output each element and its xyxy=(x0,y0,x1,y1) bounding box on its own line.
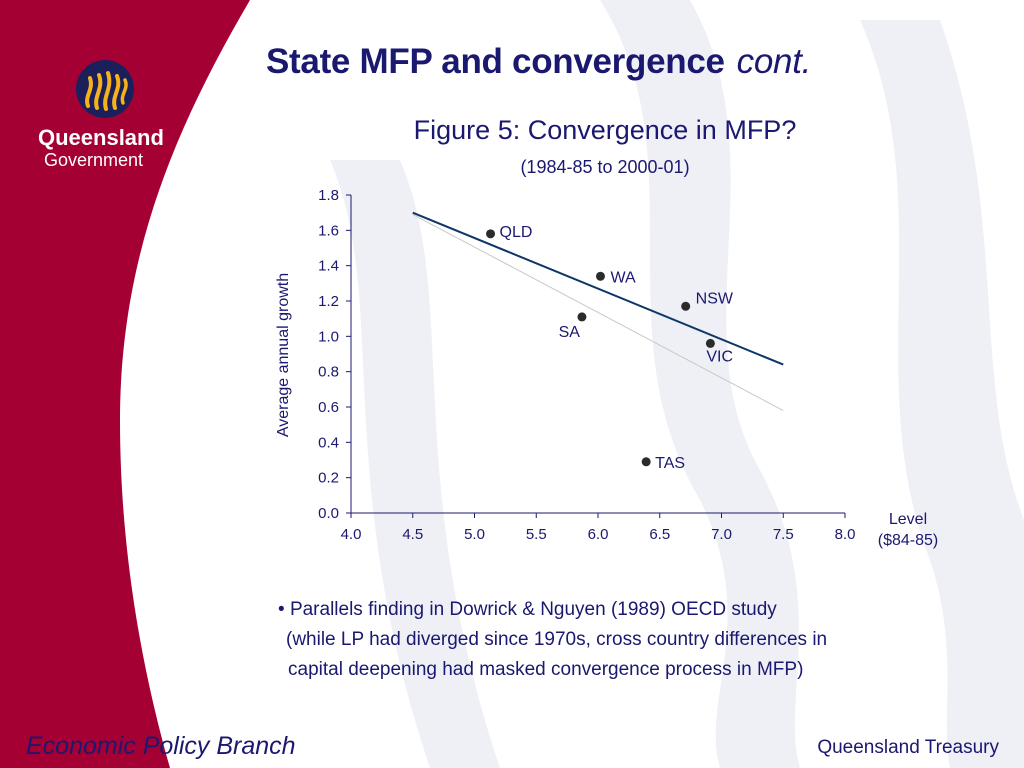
x-tick-label: 5.5 xyxy=(526,526,547,543)
watermark-swirl xyxy=(330,0,1024,768)
y-tick-label: 1.4 xyxy=(318,258,339,275)
x-tick-label: 8.0 xyxy=(835,526,856,543)
trend-line xyxy=(412,211,784,366)
x-axis-label-line-1: Level xyxy=(888,511,928,528)
page-title: State MFP and convergence cont. xyxy=(266,42,811,82)
data-point-label: NSW xyxy=(696,290,734,307)
data-point xyxy=(681,301,691,311)
y-tick-label: 1.8 xyxy=(318,187,339,204)
data-point-label: VIC xyxy=(706,348,733,365)
data-point xyxy=(486,229,496,239)
x-tick-label: 6.0 xyxy=(588,526,609,543)
x-tick-label: 4.5 xyxy=(402,526,423,543)
logo-subtitle: Government xyxy=(44,150,144,170)
y-axis-label: Average annual growth xyxy=(275,272,292,438)
data-point xyxy=(577,312,587,322)
y-tick-label: 1.2 xyxy=(318,293,339,310)
data-point-label: SA xyxy=(559,324,581,341)
y-tick-label: 1.6 xyxy=(318,222,339,239)
data-point-label: TAS xyxy=(655,455,685,472)
bullet-line-2: (while LP had diverged since 1970s, cros… xyxy=(286,629,828,650)
bullet-line-1: • Parallels finding in Dowrick & Nguyen … xyxy=(278,595,978,625)
secondary-trend-line xyxy=(412,213,784,411)
x-axis-label-line-2: ($84-85) xyxy=(877,532,939,549)
figure-title: Figure 5: Convergence in MFP? xyxy=(413,115,797,145)
x-axis-label: Level ($84-85) xyxy=(868,509,948,551)
figure-subtitle: (1984-85 to 2000-01) xyxy=(520,157,690,177)
red-side-panel xyxy=(0,0,250,768)
bullet-line-3: capital deepening had masked convergence… xyxy=(288,659,804,680)
logo-emblem-icon xyxy=(76,60,134,118)
x-tick-label: 4.0 xyxy=(341,526,362,543)
data-point xyxy=(705,338,715,348)
y-tick-label: 0.4 xyxy=(318,434,339,451)
scatter-chart: 0.0 0.2 0.4 0.6 0.8 1.0 1.2 1.4 1.6 1.8 4.0 4.5 5.0 5… xyxy=(318,187,856,543)
data-point xyxy=(641,457,651,467)
title-suffix: cont. xyxy=(736,42,812,81)
y-tick-label: 0.6 xyxy=(318,399,339,416)
bullet-line-1-text: Parallels finding in Dowrick & Nguyen (1… xyxy=(289,599,777,620)
x-tick-label: 7.0 xyxy=(711,526,732,543)
title-main: State MFP and convergence xyxy=(266,42,725,81)
y-tick-label: 0.8 xyxy=(318,364,339,381)
bullet-text: • Parallels finding in Dowrick & Nguyen … xyxy=(278,595,978,685)
data-point xyxy=(595,271,605,281)
y-tick-label: 0.0 xyxy=(318,505,339,522)
data-point-label: WA xyxy=(610,269,636,286)
queensland-government-logo: Queensland Government xyxy=(30,58,170,178)
y-tick-label: 1.0 xyxy=(318,328,339,345)
logo-name: Queensland xyxy=(38,125,164,150)
y-tick-label: 0.2 xyxy=(318,470,339,487)
x-tick-label: 5.0 xyxy=(464,526,485,543)
x-tick-label: 7.5 xyxy=(773,526,794,543)
x-tick-label: 6.5 xyxy=(649,526,670,543)
footer-branch: Economic Policy Branch xyxy=(26,732,296,760)
data-point-label: QLD xyxy=(500,224,533,241)
footer-treasury: Queensland Treasury xyxy=(817,737,999,758)
bullet-marker: • xyxy=(278,599,285,620)
